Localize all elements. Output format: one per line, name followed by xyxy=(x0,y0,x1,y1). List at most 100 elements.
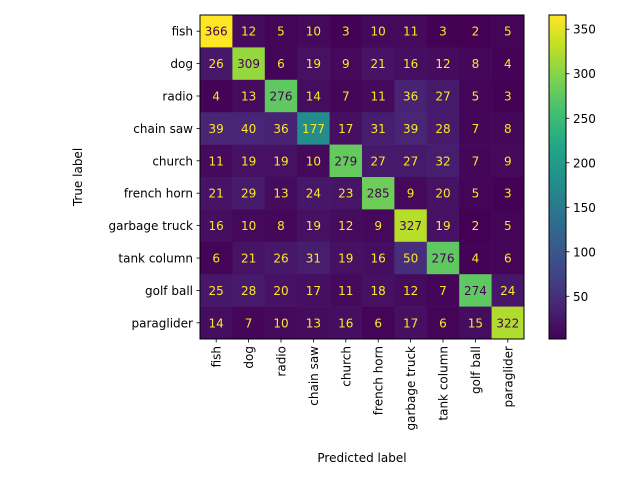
heatmap-cell xyxy=(200,209,233,243)
heatmap-cell xyxy=(394,15,428,48)
heatmap-cell xyxy=(459,15,492,48)
cell-value-label: 13 xyxy=(306,316,321,330)
heatmap-cell xyxy=(264,79,298,113)
heatmap-cell xyxy=(297,306,330,340)
heatmap-cell xyxy=(329,144,363,178)
heatmap-cell xyxy=(459,241,492,275)
heatmap-cell xyxy=(362,144,395,178)
cell-value-label: 10 xyxy=(241,219,256,233)
cell-value-label: 21 xyxy=(241,252,256,266)
y-tick-label: radio xyxy=(162,90,193,104)
heatmap-cell xyxy=(394,241,428,275)
heatmap-cell xyxy=(491,47,525,81)
cell-value-label: 3 xyxy=(342,25,350,39)
cell-value-label: 12 xyxy=(338,219,353,233)
heatmap-cell xyxy=(297,112,330,145)
heatmap-cell xyxy=(491,241,525,275)
cell-value-label: 19 xyxy=(273,154,288,168)
heatmap-cell xyxy=(362,241,395,275)
cell-value-label: 4 xyxy=(212,90,220,104)
cell-value-label: 40 xyxy=(241,122,256,136)
cell-value-label: 276 xyxy=(432,252,455,266)
heatmap-cell xyxy=(297,209,330,243)
heatmap-cell xyxy=(491,144,525,178)
cell-value-label: 19 xyxy=(306,219,321,233)
x-tick-label: french horn xyxy=(372,346,386,415)
cell-value-label: 27 xyxy=(371,154,386,168)
heatmap-cell xyxy=(329,112,363,145)
cell-value-label: 2 xyxy=(472,25,480,39)
colorbar: 50 100 150 200 250 300 350 xyxy=(548,14,596,340)
heatmap-cell xyxy=(394,144,428,178)
heatmap-cell xyxy=(200,79,233,113)
cell-value-label: 31 xyxy=(306,252,321,266)
heatmap-cell xyxy=(200,112,233,145)
heatmap-cell xyxy=(362,306,395,340)
heatmap-cell xyxy=(264,177,298,210)
heatmap-cell xyxy=(264,274,298,307)
x-tick-label: fish xyxy=(210,346,224,367)
heatmap-cell xyxy=(362,15,395,48)
cell-value-label: 9 xyxy=(374,219,382,233)
heatmap-cell xyxy=(362,112,395,145)
y-tick-label: french horn xyxy=(124,187,193,201)
cell-value-label: 10 xyxy=(273,316,288,330)
heatmap-cell xyxy=(264,209,298,243)
cell-value-label: 4 xyxy=(504,57,512,71)
heatmap-cell xyxy=(362,274,395,307)
cell-value-label: 15 xyxy=(468,316,483,330)
heatmap-cell xyxy=(394,274,428,307)
cell-value-label: 2 xyxy=(472,219,480,233)
cell-value-label: 4 xyxy=(472,252,480,266)
heatmap-cells xyxy=(200,15,525,340)
heatmap-cell xyxy=(362,47,395,81)
cell-value-label: 21 xyxy=(371,57,386,71)
cell-value-label: 6 xyxy=(277,57,285,71)
heatmap-cell xyxy=(491,306,525,340)
heatmap-cell xyxy=(491,15,525,48)
cell-value-label: 3 xyxy=(504,90,512,104)
heatmap-cell xyxy=(232,241,266,275)
y-tick-label: paraglider xyxy=(132,316,194,330)
cell-value-label: 276 xyxy=(270,90,293,104)
x-tick-label: radio xyxy=(275,346,289,377)
cell-value-label: 13 xyxy=(241,90,256,104)
y-axis-ticks: fish dog radio chain saw church french horn ga… xyxy=(109,25,200,330)
cell-value-label: 27 xyxy=(435,90,450,104)
cell-value-label: 6 xyxy=(439,316,447,330)
heatmap-cell xyxy=(459,274,492,307)
heatmap-cell xyxy=(362,79,395,113)
cell-value-label: 11 xyxy=(338,284,353,298)
heatmap-cell xyxy=(200,177,233,210)
heatmap-cell xyxy=(264,15,298,48)
cell-value-label: 7 xyxy=(245,316,253,330)
y-tick-label: dog xyxy=(170,57,193,71)
cell-value-label: 366 xyxy=(205,25,228,39)
heatmap-cell xyxy=(459,209,492,243)
heatmap-cell xyxy=(297,79,330,113)
heatmap-cell xyxy=(232,209,266,243)
heatmap-cell xyxy=(329,15,363,48)
cell-value-label: 32 xyxy=(435,154,450,168)
cell-value-label: 10 xyxy=(306,25,321,39)
cell-value-label: 39 xyxy=(403,122,418,136)
heatmap-cell xyxy=(491,112,525,145)
heatmap-cell xyxy=(426,144,460,178)
heatmap-cell xyxy=(426,79,460,113)
heatmap-cell xyxy=(200,15,233,48)
heatmap-cell xyxy=(297,177,330,210)
cell-value-label: 5 xyxy=(277,25,285,39)
cell-value-label: 14 xyxy=(306,90,321,104)
cell-value-label: 13 xyxy=(273,187,288,201)
heatmap-cell xyxy=(264,47,298,81)
cell-value-label: 17 xyxy=(338,122,353,136)
y-tick-label: golf ball xyxy=(145,284,193,298)
cell-value-label: 7 xyxy=(472,154,480,168)
heatmap-cell xyxy=(491,209,525,243)
heatmap-cell xyxy=(491,79,525,113)
cell-value-label: 17 xyxy=(306,284,321,298)
heatmap-cell xyxy=(264,112,298,145)
heatmap-cell xyxy=(329,47,363,81)
heatmap-cell xyxy=(329,306,363,340)
